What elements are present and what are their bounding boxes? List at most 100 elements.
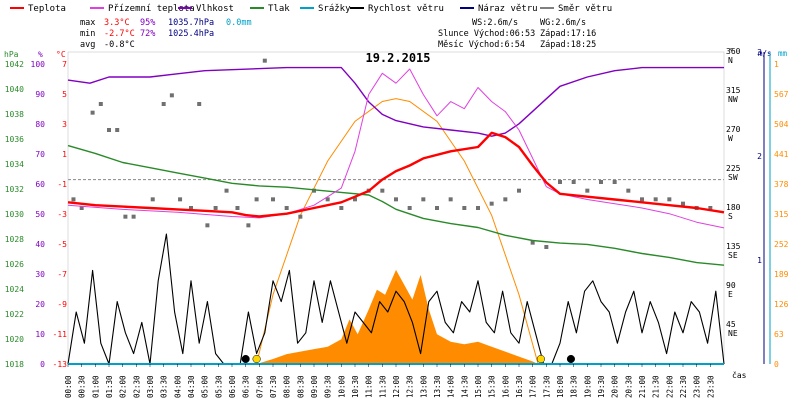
humidity-line [67, 66, 724, 137]
wind-direction-point-34 [448, 197, 453, 202]
legend: Teplota Přízemní teplota Vlhkost Tlak Srážky… [10, 4, 612, 14]
temp-tick-9: -11 [53, 330, 68, 339]
x-tick-43: 21:30 [652, 375, 661, 398]
x-tick-5: 02:30 [132, 375, 141, 398]
legend-label-3: Tlak [268, 4, 290, 14]
x-tick-14: 07:00 [255, 375, 264, 398]
sun-marker-2 [536, 354, 545, 364]
x-tick-42: 21:00 [638, 375, 647, 398]
wind-direction-point-17 [235, 206, 240, 210]
x-tick-36: 18:00 [556, 375, 565, 398]
wind-direction-point-25 [325, 197, 330, 202]
wind-direction-point-18 [246, 223, 251, 228]
wind-direction-point-37 [489, 201, 494, 206]
mm-tick-0: 1 [774, 60, 779, 69]
astro-block: WS:2.6m/s WG:2.6m/s Slunce Východ:06:53 Záp… [438, 18, 596, 50]
legend-label-5: Rychlost větru [368, 4, 444, 14]
ms-unit: m/s [758, 49, 772, 58]
wind-direction-point-12 [189, 206, 193, 210]
x-tick-16: 08:00 [283, 375, 292, 398]
x-tick-25: 12:30 [406, 375, 415, 398]
dir-code-3: SW [728, 173, 738, 182]
legend-label-7: Směr větru [558, 4, 612, 14]
pct-tick-1: 90 [35, 90, 45, 99]
x-tick-17: 08:30 [296, 375, 305, 398]
wind-direction-point-24 [312, 188, 316, 193]
x-tick-30: 15:00 [474, 375, 483, 398]
dir-unit: ° [729, 47, 734, 56]
wind-direction-point-38 [503, 197, 508, 202]
wind-direction-point-35 [462, 206, 467, 210]
x-tick-1: 00:30 [78, 375, 87, 398]
stat-0-3: 1035.7hPa [168, 18, 214, 28]
stat-1-3: 1025.4hPa [168, 29, 214, 39]
x-tick-32: 16:00 [501, 375, 510, 398]
wind-direction-point-39 [517, 188, 521, 193]
stat-1-0: min [80, 29, 95, 39]
wind-speed-line [67, 233, 725, 365]
ms-tick-1: 2 [757, 152, 762, 161]
moon-marker-3 [566, 354, 575, 364]
x-tick-29: 14:30 [460, 375, 469, 398]
hpa-unit: hPa [4, 50, 19, 59]
deg-unit: °C [56, 50, 66, 59]
hpa-tick-8: 1026 [5, 260, 24, 269]
x-tick-3: 01:30 [105, 375, 114, 398]
hpa-tick-1: 1040 [5, 85, 24, 94]
chart-title: 19.2.2015 [365, 51, 430, 65]
pct-tick-9: 10 [35, 330, 45, 339]
x-tick-6: 03:00 [146, 375, 155, 398]
mm-tick-8: 126 [774, 300, 789, 309]
stat-0-2: 95% [140, 18, 155, 28]
pct-tick-6: 40 [35, 240, 45, 249]
ws-text: WS:2.6m/s [472, 18, 518, 28]
dir-tick-5: 135 [726, 242, 741, 251]
mm-tick-9: 63 [774, 330, 784, 339]
temperature-line [67, 131, 725, 218]
wg-text: WG:2.6m/s [540, 18, 586, 28]
wind-direction-point-47 [626, 188, 631, 193]
hpa-tick-4: 1034 [5, 160, 24, 169]
dir-code-0: N [728, 56, 733, 65]
wind-direction-point-0 [71, 197, 76, 202]
x-tick-44: 22:00 [665, 375, 674, 398]
x-tick-2: 01:00 [91, 375, 100, 398]
hpa-tick-12: 1018 [5, 360, 24, 369]
moon-marker-0 [241, 354, 250, 364]
stat-2-1: -0.8°C [104, 40, 135, 50]
solar-radiation-area [256, 269, 539, 364]
ms-tick-0: 3 [757, 48, 762, 57]
sun-text: Slunce Východ:06:53 [438, 29, 535, 39]
wind-direction-point-1 [79, 206, 84, 210]
dir-tick-7: 45 [726, 320, 736, 329]
x-tick-38: 19:00 [583, 375, 592, 398]
moonset-text: Západ:18:25 [540, 40, 596, 50]
legend-label-4: Srážky [318, 4, 351, 14]
temp-tick-7: -7 [57, 270, 67, 279]
pct-tick-4: 60 [35, 180, 45, 189]
hpa-tick-5: 1032 [5, 185, 24, 194]
hpa-tick-7: 1028 [5, 235, 24, 244]
wind-direction-point-4 [107, 128, 111, 132]
wind-direction-point-23 [298, 214, 303, 219]
hpa-tick-11: 1020 [5, 335, 24, 344]
wind-direction-point-44 [585, 188, 590, 193]
x-tick-0: 00:00 [64, 375, 73, 398]
dir-code-1: NW [728, 95, 738, 104]
wind-direction-point-9 [161, 102, 166, 106]
x-tick-21: 10:30 [351, 375, 360, 398]
x-tick-7: 03:30 [160, 375, 169, 398]
wind-direction-point-27 [353, 197, 357, 202]
temp-tick-3: 1 [62, 150, 67, 159]
dir-tick-1: 315 [726, 86, 741, 95]
wind-direction-point-53 [708, 206, 713, 210]
hpa-tick-2: 1038 [5, 110, 24, 119]
wind-direction-point-49 [653, 197, 658, 202]
wind-direction-point-40 [530, 240, 535, 245]
wind-direction-point-2 [90, 110, 95, 115]
legend-label-2: Vlhkost [196, 4, 234, 14]
mm-tick-2: 504 [774, 120, 789, 129]
wind-direction-point-11 [178, 197, 183, 202]
x-tick-24: 12:00 [392, 375, 401, 398]
x-tick-47: 23:30 [706, 375, 715, 398]
